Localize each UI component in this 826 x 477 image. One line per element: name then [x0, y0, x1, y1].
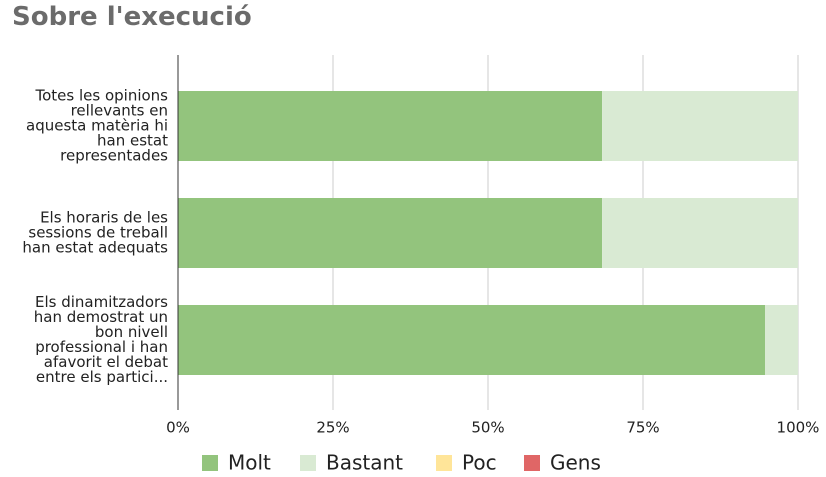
- x-tick-label: 100%: [777, 419, 820, 437]
- legend-label: Gens: [550, 451, 601, 475]
- y-tick-label: Totes les opinions rellevants en aquesta…: [26, 86, 168, 165]
- x-tick-label: 0%: [166, 419, 190, 437]
- x-tick-label: 25%: [316, 419, 349, 437]
- legend-label: Poc: [462, 451, 497, 475]
- y-tick-label: Els horaris de les sessions de treball h…: [22, 208, 168, 257]
- bar-segment: [765, 305, 798, 375]
- legend-label: Bastant: [326, 451, 403, 475]
- bar-segment: [178, 91, 603, 161]
- x-tick-label: 50%: [471, 419, 504, 437]
- bar-segment: [178, 198, 603, 268]
- legend-swatch: [202, 455, 218, 471]
- y-tick-label: Els dinamitzadors han demostrat un bon n…: [33, 293, 168, 386]
- bar-segment: [178, 305, 766, 375]
- legend-swatch: [300, 455, 316, 471]
- legend-swatch: [524, 455, 540, 471]
- bar-segment: [602, 198, 798, 268]
- x-tick-label: 75%: [626, 419, 659, 437]
- bar-segment: [602, 91, 798, 161]
- legend-label: Molt: [228, 451, 271, 475]
- chart-title: Sobre l'execució: [12, 2, 252, 32]
- legend-swatch: [436, 455, 452, 471]
